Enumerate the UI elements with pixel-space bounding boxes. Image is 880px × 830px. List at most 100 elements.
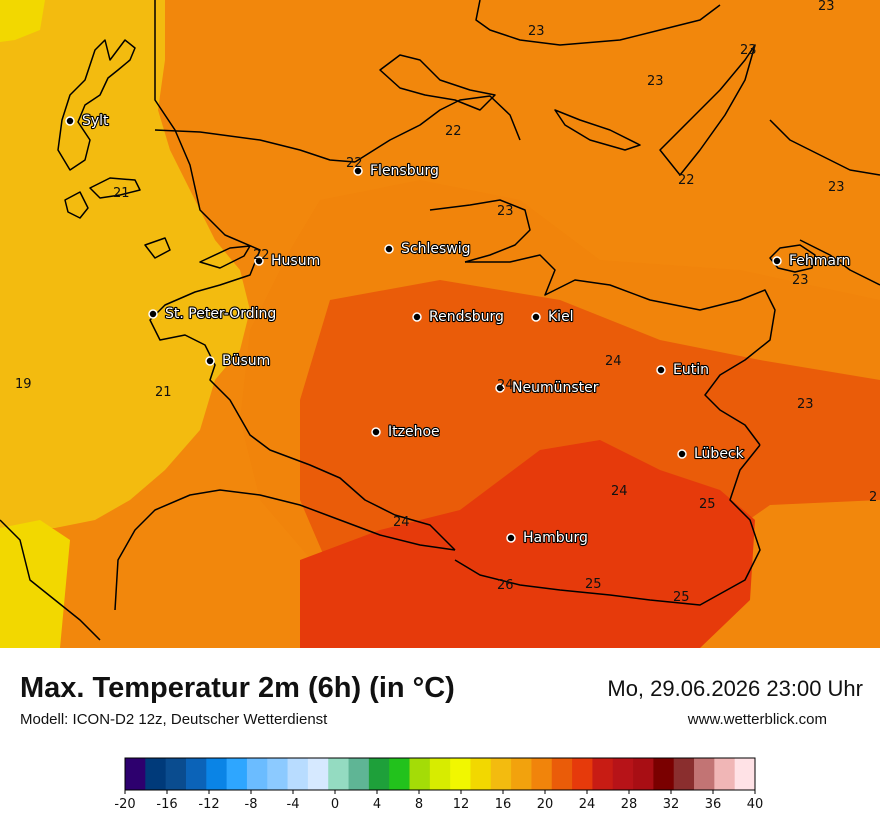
isotherm-labels: 23 23 23 23 22 22 22 23 21 22 23 23 24 1… <box>15 0 877 605</box>
legend-swatch <box>714 758 736 790</box>
legend-swatch <box>328 758 349 790</box>
legend-swatch <box>389 758 410 790</box>
coastline-outlines <box>0 0 880 641</box>
city-fehmarn[interactable]: Fehmarn <box>772 252 851 270</box>
legend-swatch <box>307 758 329 790</box>
isotherm-label: 2 <box>869 490 877 505</box>
legend-ticks: -20 -16 -12 -8 -4 0 4 8 12 16 20 24 28 32 36 40 <box>114 790 763 812</box>
baltic-coast-kiel <box>465 254 776 446</box>
mecklenburg-coast <box>799 239 880 286</box>
isotherm-label: 25 <box>699 497 716 512</box>
legend-tick-label: -12 <box>198 797 219 812</box>
legend-swatch <box>490 758 512 790</box>
legend-swatch <box>450 758 471 790</box>
schlei-coast <box>429 199 531 263</box>
flensburg-fjord <box>354 95 521 163</box>
isotherm-label: 22 <box>253 248 270 263</box>
isotherm-label: 23 <box>828 180 845 195</box>
legend-swatch <box>287 758 309 790</box>
legend-tick-label: -20 <box>114 797 135 812</box>
city-eutin[interactable]: Eutin <box>656 361 710 379</box>
legend-swatch <box>165 758 187 790</box>
legend-swatch <box>551 758 573 790</box>
city-label: Schleswig <box>401 241 470 257</box>
legend-swatch <box>226 758 248 790</box>
city-label: Hamburg <box>523 530 588 546</box>
isotherm-label: 23 <box>792 273 809 288</box>
legend-swatch <box>694 758 715 790</box>
legend-swatch <box>246 758 268 790</box>
legend-tick-label: 0 <box>331 797 339 812</box>
legend-swatch <box>592 758 614 790</box>
city-label: Flensburg <box>370 163 439 179</box>
isotherm-label: 24 <box>393 515 410 530</box>
legend-swatch <box>206 758 228 790</box>
als-island-outline <box>379 54 496 111</box>
city-label: Büsum <box>222 353 270 369</box>
isotherm-label: 23 <box>797 397 814 412</box>
fehmarn-outline <box>769 244 816 273</box>
amrum-island-outline <box>89 177 141 199</box>
danish-border <box>154 129 356 163</box>
city-buesum[interactable]: Büsum <box>205 352 271 370</box>
legend-tick-label: 28 <box>621 797 638 812</box>
isotherm-label: 25 <box>673 590 690 605</box>
legend-swatch <box>531 758 553 790</box>
isotherm-label: 23 <box>497 204 514 219</box>
website-link[interactable]: www.wetterblick.com <box>687 711 827 728</box>
legend-tick-label: -8 <box>245 797 258 812</box>
foehr-island-outline <box>64 191 89 219</box>
forecast-datetime: Mo, 29.06.2026 23:00 Uhr <box>607 676 863 701</box>
isotherm-label: 21 <box>155 385 172 400</box>
legend-tick-label: 4 <box>373 797 381 812</box>
legend-tick-label: 8 <box>415 797 423 812</box>
city-label: Sylt <box>82 113 109 129</box>
model-source: Modell: ICON-D2 12z, Deutscher Wetterdie… <box>20 711 328 728</box>
city-label: Lübeck <box>694 446 745 462</box>
legend-swatch <box>673 758 695 790</box>
legend-swatch <box>572 758 593 790</box>
isotherm-label: 23 <box>528 24 545 39</box>
city-neumuenster[interactable]: Neumünster <box>495 379 600 397</box>
city-sylt[interactable]: Sylt <box>65 112 110 130</box>
isotherm-label: 24 <box>605 354 622 369</box>
isotherm-label: 23 <box>740 43 757 58</box>
isotherm-label: 26 <box>497 578 514 593</box>
city-label: Fehmarn <box>789 253 850 269</box>
city-hamburg[interactable]: Hamburg <box>506 529 589 547</box>
city-itzehoe[interactable]: Itzehoe <box>371 423 441 441</box>
legend-swatch <box>653 758 675 790</box>
isotherm-label: 22 <box>445 124 462 139</box>
legend-tick-label: -16 <box>156 797 177 812</box>
legend-frame <box>124 757 756 791</box>
city-rendsburg[interactable]: Rendsburg <box>412 308 505 326</box>
legend-tick-label: 36 <box>705 797 722 812</box>
isotherm-label: 22 <box>678 173 695 188</box>
legend-swatch <box>145 758 167 790</box>
legend-swatch <box>633 758 654 790</box>
legend-tick-label: -4 <box>287 797 300 812</box>
mainland-west-coast <box>149 0 456 551</box>
city-label: Kiel <box>548 309 574 325</box>
legend-swatch <box>185 758 207 790</box>
city-schleswig[interactable]: Schleswig <box>384 240 472 258</box>
city-flensburg[interactable]: Flensburg <box>353 162 440 180</box>
legend-swatch <box>612 758 634 790</box>
city-luebeck[interactable]: Lübeck <box>677 445 746 463</box>
city-label: Neumünster <box>512 380 599 396</box>
halligen-outline <box>199 245 251 269</box>
city-label: Eutin <box>673 362 709 378</box>
legend-tick-label: 40 <box>747 797 764 812</box>
legend-tick-label: 20 <box>537 797 554 812</box>
legend-tick-label: 24 <box>579 797 596 812</box>
elbe-south-bank <box>0 519 101 641</box>
isotherm-label: 21 <box>113 186 130 201</box>
city-st-peter-ording[interactable]: St. Peter-Ording <box>148 305 277 323</box>
city-markers: Sylt Flensburg Husum Schleswig Fehmarn S… <box>65 112 851 547</box>
city-label: Husum <box>271 253 320 269</box>
city-husum[interactable]: Husum <box>254 252 321 270</box>
legend-swatches <box>125 758 756 790</box>
city-kiel[interactable]: Kiel <box>531 308 575 326</box>
isotherm-label: 24 <box>611 484 628 499</box>
temperature-field-25 <box>300 440 755 648</box>
